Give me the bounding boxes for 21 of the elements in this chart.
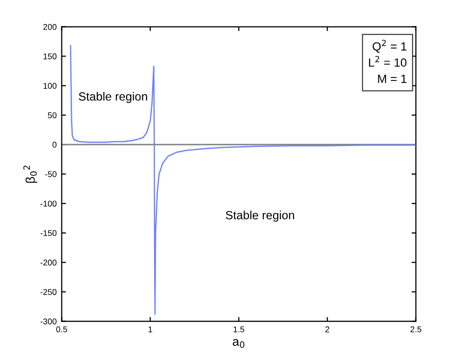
x-tick-label: 0.5: [56, 326, 68, 332]
y-tick-label: -200: [40, 260, 57, 266]
y-tick-label: -50: [45, 171, 57, 178]
y-tick-label: -100: [40, 200, 57, 207]
y-tick-label: -300: [40, 318, 57, 324]
y-tick-label: -250: [40, 289, 57, 295]
y-tick-label: 200: [43, 24, 57, 30]
y-axis-title: β$_{0}$$^{2}$: [23, 166, 38, 183]
x-tick-label: 2.5: [410, 326, 422, 332]
text: Q$^{2}$ = 1 L$^{2}$ = 10 M = 1: [369, 40, 406, 83]
y-tick-label: 50: [48, 112, 57, 118]
y-tick-label: 150: [44, 53, 57, 60]
x-tick-label: 1: [148, 326, 152, 332]
y-tick-label: 0: [52, 142, 57, 148]
x-tick-label: 1.5: [234, 326, 244, 332]
y-tick-label: -150: [40, 230, 57, 236]
annotation: Stable region: [226, 210, 294, 222]
y-tick-label: 100: [44, 82, 57, 89]
annotation: Stable region: [78, 92, 148, 103]
x-axis-title: a$_{0}$: [232, 339, 244, 348]
x-tick-label: 2: [325, 326, 330, 332]
